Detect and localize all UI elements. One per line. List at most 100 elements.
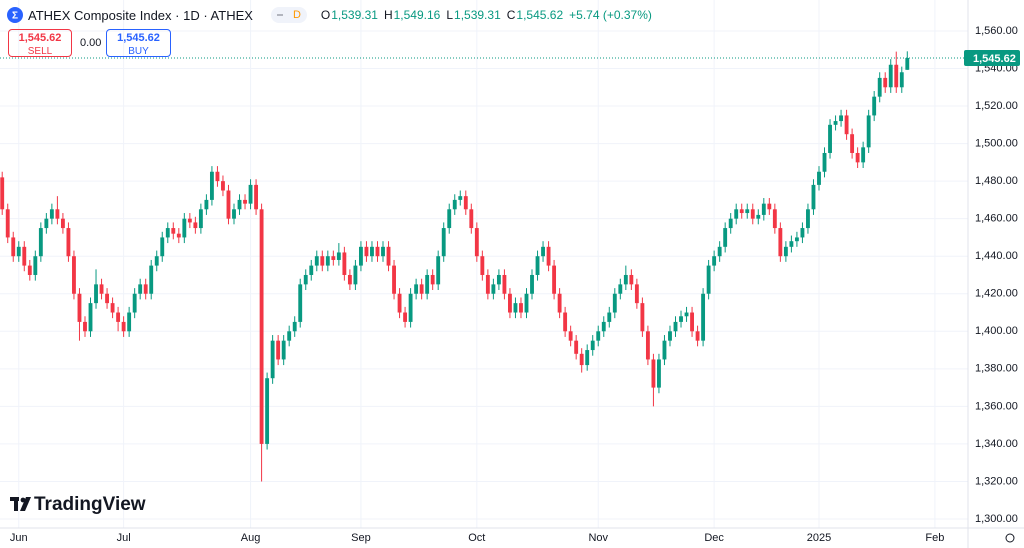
legend-key: O — [320, 8, 331, 22]
candle-body — [22, 246, 27, 266]
settings-icon — [1005, 533, 1015, 543]
candle-body — [513, 303, 518, 313]
candle-body — [563, 312, 568, 332]
candle-body — [331, 256, 336, 260]
brand: TradingView — [34, 494, 146, 515]
candle-body — [226, 190, 231, 219]
change: +5.74 (+0.37%) — [569, 8, 652, 22]
candle-body — [750, 209, 755, 219]
symbol-icon: Σ — [7, 7, 23, 23]
candle-body — [684, 312, 689, 317]
candle-body — [347, 274, 352, 285]
candle-body — [364, 246, 369, 257]
y-tick-label: 1,300.00 — [975, 513, 1018, 525]
candle-body — [679, 316, 683, 322]
y-tick-label: 1,400.00 — [975, 325, 1018, 337]
buy-label: BUY — [128, 46, 149, 57]
legend-value: 1,545.62 — [516, 8, 564, 22]
candle-body — [690, 312, 694, 332]
candle-body — [209, 171, 214, 200]
candle-body — [414, 284, 419, 294]
candle-body — [386, 246, 391, 266]
candle-body — [187, 218, 192, 223]
candle-body — [557, 293, 562, 313]
candle-body — [116, 312, 121, 322]
candle-body — [5, 209, 10, 238]
x-tick-label: Jun — [10, 532, 28, 544]
candle-body — [877, 77, 882, 97]
candle-body — [568, 331, 573, 341]
candle-body — [673, 321, 678, 332]
candle-body — [237, 199, 242, 210]
candle-body — [618, 284, 623, 294]
x-tick-label: Oct — [468, 532, 485, 544]
candle-body — [839, 115, 843, 122]
y-tick-label: 1,560.00 — [975, 25, 1018, 37]
candle-body — [320, 256, 325, 266]
candle-body — [193, 222, 198, 229]
candle-body — [176, 233, 181, 238]
candle-body — [143, 284, 148, 294]
x-tick-label: Jul — [117, 532, 131, 544]
candle-body — [38, 228, 43, 257]
candle-body — [817, 171, 821, 185]
symbol-header: Σ ATHEX Composite Index · 1D · ATHEX D O… — [6, 5, 658, 25]
candle-body — [502, 274, 507, 294]
candle-body — [767, 203, 772, 210]
candle-body — [728, 218, 733, 229]
candle-body — [634, 284, 639, 304]
candle-body — [623, 274, 628, 285]
candle-body — [640, 303, 645, 332]
y-tick-label: 1,360.00 — [975, 400, 1018, 412]
candle-body — [254, 184, 259, 210]
candle-body — [844, 115, 849, 135]
candle-body — [590, 340, 595, 351]
x-tick-label: Nov — [588, 532, 608, 544]
candle-body — [392, 265, 396, 294]
candle-body — [850, 134, 855, 153]
badge-text: D — [292, 9, 301, 21]
candle-body — [403, 312, 408, 322]
y-tick-label: 1,420.00 — [975, 288, 1018, 300]
candle-body — [508, 293, 512, 313]
buy-button[interactable]: 1,545.62 BUY — [106, 29, 171, 57]
candle-body — [243, 199, 247, 204]
candle-body — [60, 218, 65, 229]
candle-body — [883, 77, 888, 88]
last-price-tag — [964, 49, 1020, 66]
candle-body — [519, 303, 523, 313]
candle-body — [657, 359, 661, 388]
candle-body — [524, 293, 529, 313]
badge-dash — [276, 14, 283, 16]
interval-badge[interactable]: D — [270, 7, 307, 23]
candle-body — [899, 72, 904, 88]
candle-body — [77, 293, 82, 322]
candle-body — [430, 274, 435, 285]
candle-body — [276, 340, 281, 360]
candle-body — [215, 171, 220, 182]
candle-body — [706, 265, 711, 294]
sell-button[interactable]: 1,545.62 SELL — [8, 29, 72, 57]
candle-body — [33, 256, 38, 275]
candle-body — [447, 209, 452, 229]
y-tick-label: 1,320.00 — [975, 475, 1018, 487]
legend-value: 1,549.16 — [393, 8, 441, 22]
title: ATHEX Composite Index · 1D · ATHEX — [28, 7, 253, 23]
y-tick-label: 1,440.00 — [975, 250, 1018, 262]
candle-body — [458, 196, 463, 200]
candle-body — [298, 284, 303, 322]
legend-item: O1,539.31 — [321, 8, 378, 22]
candle-body — [491, 284, 496, 294]
candle-body — [375, 246, 380, 257]
candle-body — [905, 57, 910, 70]
candle-body — [55, 209, 60, 219]
logo-icon — [10, 497, 31, 511]
candle-body — [287, 331, 292, 341]
candle-body — [198, 209, 203, 229]
candle-body — [734, 209, 739, 219]
candle-body — [469, 209, 474, 229]
candle-body — [441, 228, 446, 257]
candle-body — [723, 228, 728, 247]
candle-body — [232, 209, 236, 219]
